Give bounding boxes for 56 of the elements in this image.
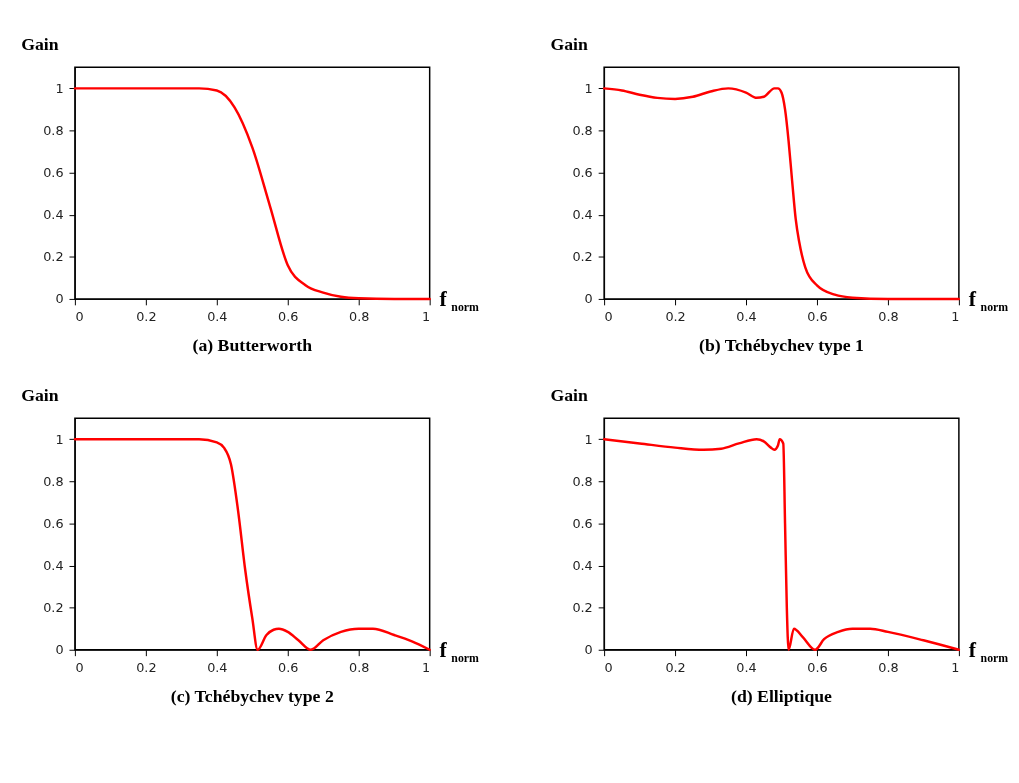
x-tick-label: 1 bbox=[422, 309, 431, 325]
text: (b) Tchébychev type 1 bbox=[699, 335, 864, 356]
y-tick-label: 0 bbox=[584, 642, 593, 658]
y-tick-label: 0.6 bbox=[43, 515, 64, 531]
y-tick-label: 0.2 bbox=[572, 249, 593, 265]
y-tick-label: 0.2 bbox=[572, 600, 593, 616]
x-tick-label: 0.2 bbox=[665, 309, 686, 325]
x-tick-label: 0.8 bbox=[878, 309, 899, 325]
x-tick-label: 0 bbox=[75, 309, 84, 325]
x-tick-label: 0.6 bbox=[807, 309, 828, 325]
x-tick-label: 0.2 bbox=[136, 659, 157, 675]
y-tick-label: 0.4 bbox=[43, 207, 64, 223]
text: (d) Elliptique bbox=[731, 685, 833, 706]
y-tick-label: 0 bbox=[55, 642, 64, 658]
y-axis-title: Gain bbox=[21, 34, 59, 55]
x-tick-label: 1 bbox=[951, 309, 960, 325]
x-tick-label: 0.8 bbox=[878, 659, 899, 675]
y-tick-label: 1 bbox=[55, 431, 64, 447]
x-tick-label: 0.8 bbox=[349, 309, 370, 325]
y-tick-label: 0 bbox=[55, 291, 64, 307]
y-tick-label: 0.6 bbox=[572, 165, 593, 181]
y-tick-label: 0.2 bbox=[43, 600, 64, 616]
y-axis-title: Gain bbox=[21, 384, 59, 405]
y-tick-label: 0.6 bbox=[43, 165, 64, 181]
x-tick-label: 0 bbox=[604, 309, 613, 325]
y-tick-label: 0 bbox=[584, 291, 593, 307]
y-axis-title: Gain bbox=[550, 384, 588, 405]
x-tick-label: 0.6 bbox=[807, 659, 828, 675]
x-tick-label: 0.4 bbox=[736, 309, 757, 325]
y-tick-label: 0.4 bbox=[572, 557, 593, 573]
y-tick-label: 1 bbox=[584, 80, 593, 96]
y-tick-label: 0.8 bbox=[43, 473, 64, 489]
y-axis-title: Gain bbox=[550, 34, 588, 55]
x-tick-label: 0.6 bbox=[278, 309, 299, 325]
y-tick-label: 0.8 bbox=[43, 122, 64, 138]
x-tick-label: 0.2 bbox=[136, 309, 157, 325]
y-tick-label: 0.4 bbox=[43, 557, 64, 573]
x-tick-label: 0 bbox=[75, 659, 84, 675]
y-tick-label: 0.4 bbox=[572, 207, 593, 223]
y-tick-label: 0.8 bbox=[572, 473, 593, 489]
x-tick-label: 1 bbox=[951, 659, 960, 675]
x-tick-label: 0.4 bbox=[736, 659, 757, 675]
x-tick-label: 0.4 bbox=[207, 309, 228, 325]
y-tick-label: 0.6 bbox=[572, 515, 593, 531]
x-tick-label: 0.2 bbox=[665, 659, 686, 675]
x-tick-label: 0.8 bbox=[349, 659, 370, 675]
x-tick-label: 0.6 bbox=[278, 659, 299, 675]
text: (c) Tchébychev type 2 bbox=[170, 685, 334, 706]
x-tick-label: 1 bbox=[422, 659, 431, 675]
y-tick-label: 1 bbox=[55, 80, 64, 96]
y-tick-label: 0.8 bbox=[572, 122, 593, 138]
y-tick-label: 1 bbox=[584, 431, 593, 447]
text: (a) Butterworth bbox=[192, 335, 313, 356]
x-tick-label: 0 bbox=[604, 659, 613, 675]
x-tick-label: 0.4 bbox=[207, 659, 228, 675]
y-tick-label: 0.2 bbox=[43, 249, 64, 265]
